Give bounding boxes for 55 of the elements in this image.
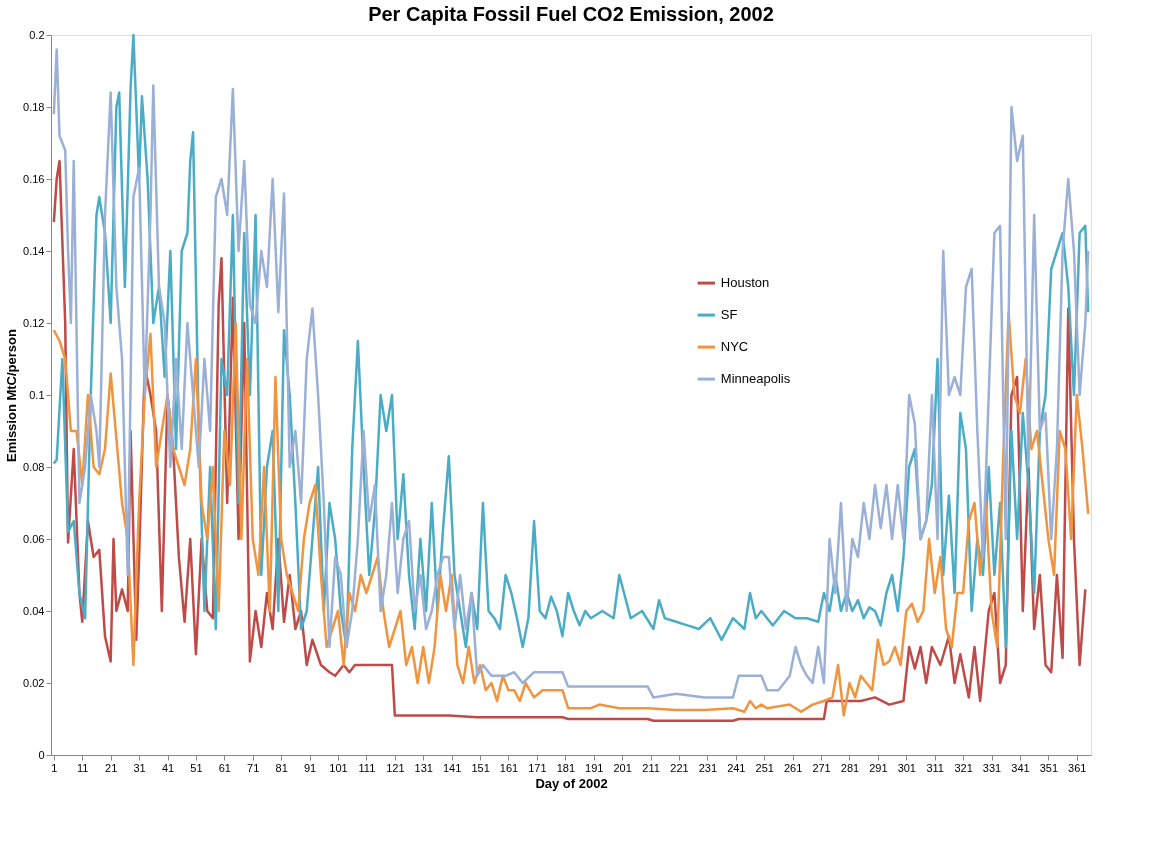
x-tick-label: 191 (585, 761, 604, 774)
x-tick-label: 71 (247, 761, 260, 774)
x-tick-label: 151 (471, 761, 490, 774)
y-tick-label: 0.04 (23, 604, 45, 617)
x-tick-label: 161 (499, 761, 519, 774)
legend-label: Houston (720, 275, 770, 291)
x-axis-title: Day of 2002 (535, 775, 608, 791)
y-tick-label: 0.08 (23, 460, 45, 473)
x-tick-label: 321 (954, 761, 973, 774)
y-tick-label: 0.14 (23, 244, 45, 257)
x-tick-label: 291 (869, 761, 888, 774)
chart-title: Per Capita Fossil Fuel CO2 Emission, 2002 (368, 3, 774, 25)
x-tick-label: 211 (642, 761, 660, 774)
x-tick-label: 91 (303, 761, 317, 774)
legend-label: SF (720, 307, 738, 323)
x-tick-label: 51 (190, 761, 203, 774)
y-tick-label: 0.18 (23, 100, 45, 113)
y-tick-label: 0.1 (29, 388, 45, 401)
x-tick-label: 251 (755, 761, 774, 774)
x-tick-label: 311 (926, 761, 944, 774)
y-tick-label: 0.2 (29, 28, 45, 41)
x-tick-label: 231 (698, 761, 718, 774)
y-tick-label: 0.02 (23, 676, 45, 689)
legend-label: NYC (720, 339, 749, 355)
x-tick-label: 1 (51, 761, 58, 774)
x-tick-label: 21 (105, 761, 118, 774)
x-tick-label: 121 (386, 761, 405, 774)
x-tick-label: 101 (329, 761, 348, 774)
x-tick-label: 131 (414, 761, 433, 774)
x-tick-label: 221 (670, 761, 689, 774)
y-tick-label: 0 (38, 748, 45, 761)
x-tick-label: 261 (783, 761, 803, 774)
x-tick-label: 341 (1011, 761, 1030, 774)
x-tick-label: 331 (982, 761, 1002, 774)
x-tick-label: 61 (218, 761, 231, 774)
x-tick-label: 271 (812, 761, 831, 774)
x-tick-label: 361 (1068, 761, 1087, 774)
x-tick-label: 181 (556, 761, 575, 774)
y-tick-label: 0.16 (23, 172, 45, 185)
y-tick-label: 0.12 (23, 316, 45, 329)
x-tick-label: 111 (358, 761, 376, 774)
y-axis-title: Emission MtC/person (4, 328, 20, 462)
x-tick-label: 301 (897, 761, 916, 774)
x-tick-label: 281 (840, 761, 860, 774)
y-tick-label: 0.06 (23, 532, 45, 545)
x-tick-label: 351 (1039, 761, 1059, 774)
x-tick-label: 41 (161, 761, 175, 774)
x-tick-label: 201 (613, 761, 632, 774)
x-tick-label: 241 (727, 761, 746, 774)
x-tick-label: 171 (528, 761, 547, 774)
x-tick-label: 11 (77, 761, 89, 774)
legend-label: Minneapolis (720, 371, 791, 387)
x-tick-label: 81 (275, 761, 288, 774)
x-tick-label: 141 (442, 761, 462, 774)
x-tick-label: 31 (133, 761, 146, 774)
